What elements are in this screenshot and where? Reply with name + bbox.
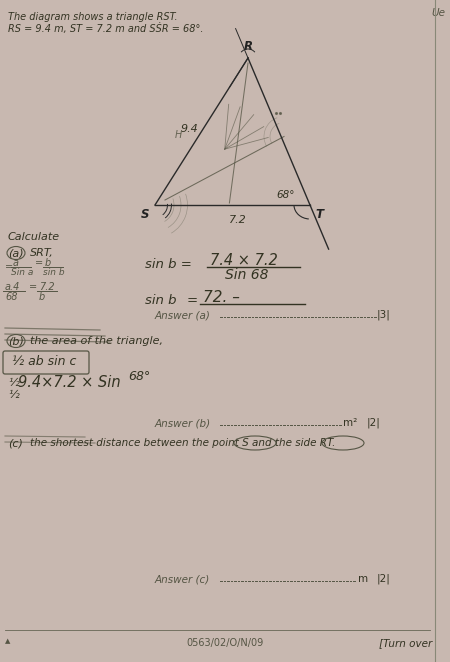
Text: Calculate: Calculate — [8, 232, 60, 242]
Text: 9.4: 9.4 — [180, 124, 198, 134]
Text: 9.4×7.2 × Sin: 9.4×7.2 × Sin — [18, 375, 121, 390]
Text: R: R — [243, 40, 252, 53]
Text: m²: m² — [343, 418, 357, 428]
Text: =: = — [187, 294, 198, 307]
Text: the shortest distance between the point S and the side RT.: the shortest distance between the point … — [30, 438, 335, 448]
Text: =: = — [29, 282, 37, 292]
Text: Answer (b): Answer (b) — [155, 418, 211, 428]
Text: 68: 68 — [5, 292, 18, 302]
Text: |3|: |3| — [377, 310, 391, 320]
Text: 72. –: 72. – — [203, 290, 240, 305]
Text: 0563/02/O/N/09: 0563/02/O/N/09 — [186, 638, 264, 648]
Text: sin b =: sin b = — [145, 258, 192, 271]
Text: |2|: |2| — [377, 574, 391, 585]
Text: Answer (c): Answer (c) — [155, 574, 210, 584]
Text: 68°: 68° — [277, 190, 295, 200]
Text: H: H — [175, 130, 182, 140]
Text: ½ ab sin c: ½ ab sin c — [12, 355, 77, 368]
Text: (c): (c) — [8, 438, 23, 448]
Text: 7.2: 7.2 — [39, 282, 54, 292]
Text: ½: ½ — [8, 378, 19, 388]
Text: m: m — [358, 574, 368, 584]
Text: b: b — [45, 258, 51, 268]
Text: The diagram shows a triangle RST.: The diagram shows a triangle RST. — [8, 12, 178, 22]
Text: (a): (a) — [8, 248, 23, 258]
Text: Answer (a): Answer (a) — [155, 310, 211, 320]
Text: RS = 9.4 m, ST = 7.2 m and SṠR = 68°.: RS = 9.4 m, ST = 7.2 m and SṠR = 68°. — [8, 23, 203, 34]
Text: =: = — [35, 258, 43, 268]
Text: Sin 68: Sin 68 — [225, 268, 269, 282]
Text: a.4: a.4 — [5, 282, 20, 292]
Text: a: a — [13, 258, 19, 268]
Text: 7.4 × 7.2: 7.4 × 7.2 — [210, 253, 278, 268]
Text: ½: ½ — [8, 390, 19, 400]
Text: the area of the triangle,: the area of the triangle, — [30, 336, 163, 346]
Text: (b): (b) — [8, 336, 24, 346]
Text: b: b — [39, 292, 45, 302]
Text: |2|: |2| — [367, 418, 381, 428]
Text: Ue: Ue — [431, 8, 445, 18]
Text: ▲: ▲ — [5, 638, 10, 644]
Text: SRT,: SRT, — [30, 248, 54, 258]
Text: 68°: 68° — [128, 370, 150, 383]
Text: T: T — [315, 208, 323, 221]
Text: =: = — [5, 262, 13, 272]
Text: sin b: sin b — [145, 294, 176, 307]
Text: sin b: sin b — [43, 268, 65, 277]
Text: Sin a: Sin a — [11, 268, 33, 277]
Text: [Turn over: [Turn over — [379, 638, 432, 648]
Text: S: S — [140, 208, 149, 221]
Text: 7.2: 7.2 — [229, 215, 247, 225]
